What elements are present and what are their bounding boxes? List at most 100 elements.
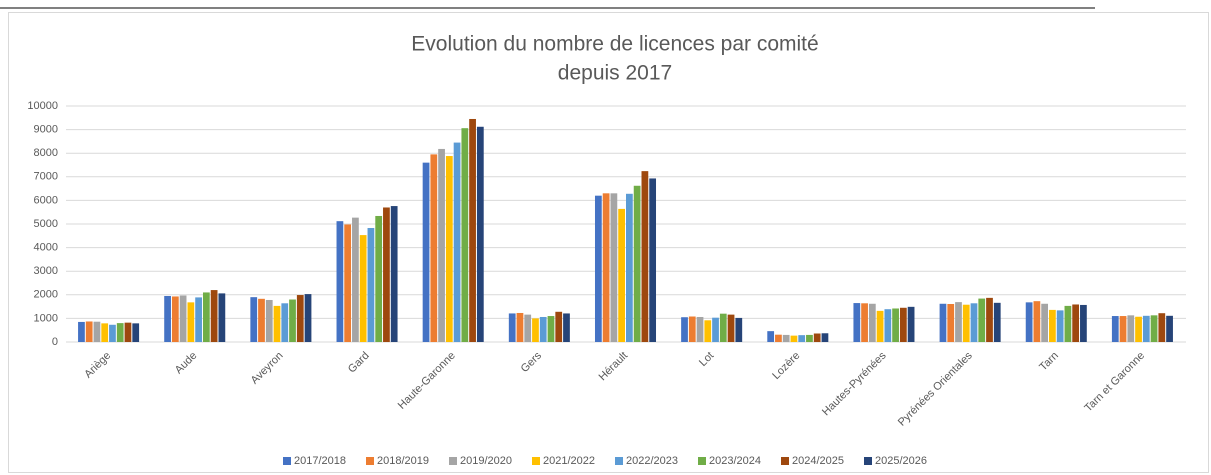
bar	[1049, 309, 1056, 342]
bar	[383, 207, 390, 342]
x-tick-label: Tarn	[1037, 350, 1061, 374]
bar	[422, 162, 430, 342]
bar	[767, 331, 775, 342]
x-tick-label: Ariège	[82, 350, 113, 381]
bar	[892, 308, 899, 342]
bar	[171, 296, 179, 342]
bar	[1064, 305, 1072, 342]
legend-swatch	[698, 457, 706, 465]
bar	[1166, 315, 1173, 342]
bar	[508, 313, 516, 342]
legend-label: 2024/2025	[792, 455, 844, 467]
y-tick-label: 4000	[34, 242, 58, 254]
bar	[1142, 315, 1150, 342]
legend-swatch	[781, 457, 789, 465]
bar	[962, 304, 970, 342]
bar	[719, 313, 727, 342]
bar	[336, 221, 344, 342]
bar	[516, 312, 524, 342]
bar	[947, 304, 955, 342]
bar	[1025, 302, 1033, 342]
bar	[258, 298, 265, 342]
bar	[539, 316, 547, 342]
bar	[681, 317, 688, 342]
bar	[798, 335, 806, 342]
legend-label: 2018/2019	[377, 455, 429, 467]
legend-label: 2017/2018	[294, 455, 346, 467]
chart-title: Evolution du nombre de licences par comi…	[411, 33, 818, 56]
bar	[375, 215, 383, 342]
y-tick-label: 5000	[34, 218, 58, 230]
bar	[704, 320, 712, 342]
bar	[712, 317, 719, 342]
bar	[304, 294, 312, 342]
bar	[782, 334, 790, 342]
chart-border	[8, 12, 1209, 473]
legend-swatch	[615, 457, 623, 465]
bar	[775, 334, 782, 342]
bar	[344, 224, 352, 342]
bar	[696, 316, 704, 342]
bar	[359, 235, 367, 342]
bar	[367, 228, 375, 342]
y-tick-label: 9000	[34, 124, 58, 136]
bar	[187, 302, 195, 342]
bar	[649, 178, 657, 342]
bar	[633, 185, 641, 342]
bar	[861, 303, 868, 342]
x-tick-label: Hérault	[597, 350, 631, 384]
x-tick-label: Haute-Garonne	[396, 350, 458, 412]
bar	[250, 297, 258, 342]
legend-swatch	[449, 457, 457, 465]
bar	[641, 171, 649, 342]
bar	[469, 118, 476, 342]
bar	[884, 309, 892, 342]
bar	[955, 302, 962, 342]
x-tick-label: Aude	[173, 350, 200, 377]
bar	[124, 322, 132, 342]
bar	[281, 303, 289, 342]
bar	[610, 193, 618, 342]
x-tick-label: Aveyron	[249, 350, 286, 387]
x-tick-label: Lozère	[770, 350, 802, 382]
bar	[164, 295, 171, 342]
y-tick-label: 7000	[34, 171, 58, 183]
bar	[273, 305, 281, 342]
y-tick-label: 3000	[34, 265, 58, 277]
x-tick-label: Pyrénées Orientales	[896, 349, 975, 428]
bar	[1119, 316, 1127, 342]
bar	[532, 318, 539, 342]
bar	[210, 290, 218, 342]
bar	[1033, 301, 1041, 342]
legend-label: 2019/2020	[460, 455, 512, 467]
bar	[101, 323, 109, 342]
legend-swatch	[532, 457, 540, 465]
bar	[939, 303, 947, 342]
bar	[1127, 315, 1135, 342]
legend-swatch	[366, 457, 374, 465]
legend-label: 2021/2022	[543, 455, 595, 467]
bar	[986, 297, 993, 342]
bar	[868, 303, 876, 342]
bar	[907, 306, 915, 342]
bar	[876, 310, 884, 342]
bar	[116, 323, 124, 342]
bar	[821, 333, 829, 342]
bar	[1041, 303, 1049, 342]
bar	[688, 316, 696, 342]
bar	[618, 208, 625, 342]
y-tick-label: 2000	[34, 289, 58, 301]
bar	[547, 316, 555, 342]
legend-swatch	[864, 457, 872, 465]
bar	[853, 303, 861, 342]
bar	[1056, 310, 1064, 342]
legend-label: 2022/2023	[626, 455, 678, 467]
y-tick-label: 6000	[34, 194, 58, 206]
bar	[1111, 316, 1119, 342]
bar	[352, 217, 359, 342]
x-tick-label: Gers	[519, 349, 545, 375]
bar	[993, 302, 1001, 342]
bar	[445, 156, 453, 342]
bar	[806, 334, 813, 342]
bar	[1135, 316, 1142, 342]
